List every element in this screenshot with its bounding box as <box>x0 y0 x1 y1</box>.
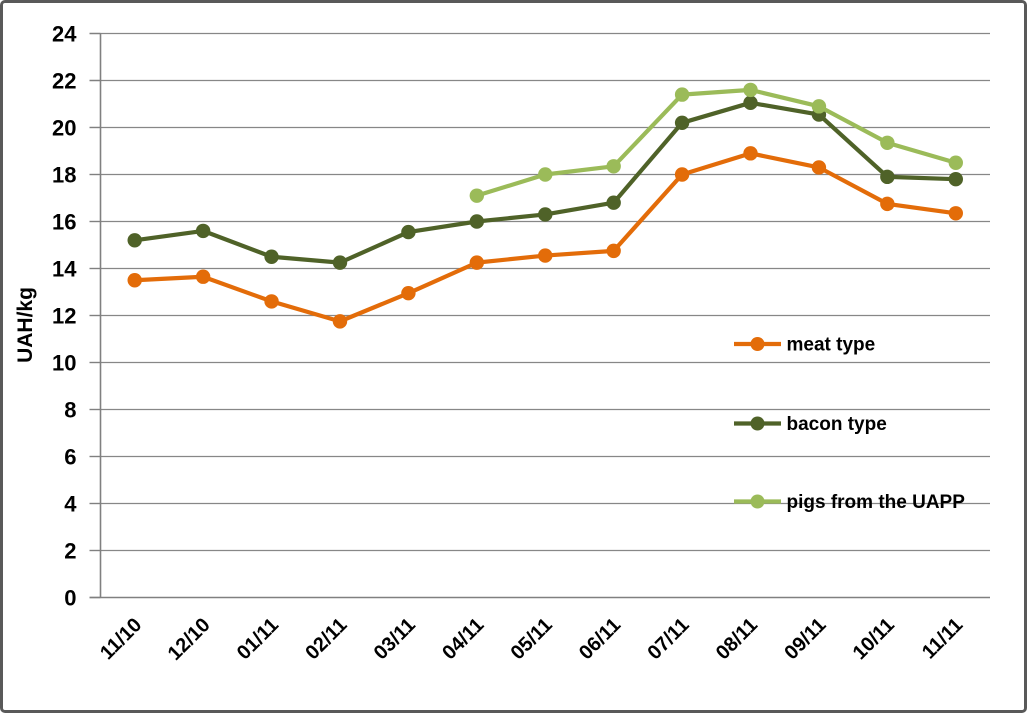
data-point-meat-type <box>469 255 485 270</box>
data-point-bacon-type <box>674 115 690 130</box>
x-axis-tick-label: 08/11 <box>712 614 762 664</box>
x-axis-tick-label: 03/11 <box>370 614 420 664</box>
legend-marker-dot <box>750 416 765 431</box>
data-point-bacon-type <box>127 233 142 248</box>
data-point-bacon-type <box>880 169 895 185</box>
y-axis-tick-label: 2 <box>64 539 76 564</box>
series-line-bacon-type <box>132 100 958 265</box>
y-axis-tick-label: 22 <box>52 69 76 94</box>
y-axis-tick-label: 24 <box>52 22 77 47</box>
x-axis-tick-label: 09/11 <box>780 614 830 664</box>
legend-marker-dot <box>750 337 765 351</box>
data-point-bacon-type <box>606 195 621 210</box>
data-point-pigs-from-the-UAPP <box>743 82 758 98</box>
data-point-meat-type <box>332 314 348 329</box>
data-point-meat-type <box>811 160 827 175</box>
y-axis-tick-label: 0 <box>64 586 76 611</box>
data-point-meat-type <box>401 285 416 301</box>
data-point-pigs-from-the-UAPP <box>674 87 690 102</box>
y-axis-tick-label: 12 <box>52 304 76 329</box>
data-point-bacon-type <box>538 207 553 222</box>
data-point-bacon-type <box>469 214 485 229</box>
data-point-meat-type <box>195 269 211 284</box>
data-point-bacon-type <box>332 255 348 270</box>
x-axis-tick-label: 11/10 <box>96 614 146 664</box>
data-point-bacon-type <box>401 224 416 240</box>
y-axis-tick-label: 18 <box>52 163 76 188</box>
data-point-meat-type <box>127 273 142 288</box>
y-axis-tick-label: 14 <box>52 257 77 282</box>
data-point-meat-type <box>674 167 690 182</box>
data-point-bacon-type <box>264 249 279 264</box>
data-point-bacon-type <box>195 223 211 239</box>
x-axis-tick-label: 02/11 <box>301 614 351 664</box>
x-axis-tick-label: 04/11 <box>438 614 488 664</box>
data-point-meat-type <box>743 146 758 161</box>
x-axis-tick-label: 01/11 <box>233 614 283 664</box>
x-axis-tick-label: 07/11 <box>643 614 693 664</box>
data-point-pigs-from-the-UAPP <box>538 167 553 182</box>
series-line-pigs-from-the-UAPP <box>474 87 958 198</box>
y-axis-tick-label: 8 <box>64 398 76 423</box>
legend-label: bacon type <box>787 414 887 435</box>
y-axis-tick-label: 4 <box>64 492 77 517</box>
y-axis-tick-label: 16 <box>52 210 76 235</box>
data-point-pigs-from-the-UAPP <box>811 99 827 114</box>
legend-marker-dot <box>750 494 765 509</box>
x-axis-tick-label: 06/11 <box>575 614 625 664</box>
data-point-meat-type <box>264 294 279 309</box>
data-point-pigs-from-the-UAPP <box>880 135 895 150</box>
y-axis-tick-label: 20 <box>52 116 76 141</box>
data-point-bacon-type <box>948 172 963 187</box>
data-point-meat-type <box>880 196 895 212</box>
y-axis-tick-label: 10 <box>52 351 76 376</box>
legend-label: meat type <box>787 335 876 356</box>
data-point-pigs-from-the-UAPP <box>606 159 621 174</box>
x-axis-tick-label: 11/11 <box>918 614 967 663</box>
data-point-meat-type <box>538 248 553 263</box>
x-axis-tick-label: 12/10 <box>164 614 215 665</box>
data-point-bacon-type <box>743 95 758 111</box>
data-point-meat-type <box>948 206 963 221</box>
data-point-pigs-from-the-UAPP <box>948 155 963 170</box>
data-point-pigs-from-the-UAPP <box>469 188 485 203</box>
y-axis-tick-label: 6 <box>64 445 76 470</box>
x-axis-tick-label: 05/11 <box>507 614 557 664</box>
x-axis-tick-label: 10/11 <box>849 614 899 664</box>
legend-label: pigs from the UAPP <box>787 492 966 513</box>
y-axis-title: UAH/kg <box>14 287 37 363</box>
data-point-meat-type <box>606 243 621 259</box>
